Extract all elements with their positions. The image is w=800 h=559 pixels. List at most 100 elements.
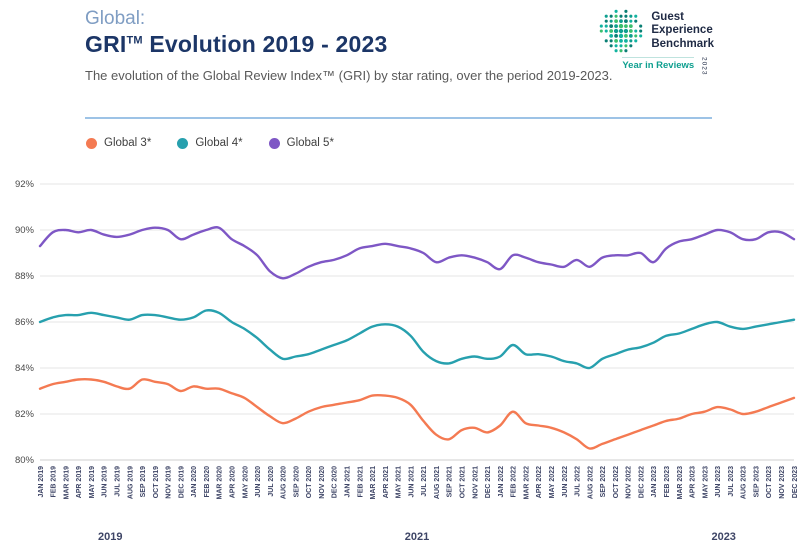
title-trademark: TM [126,34,143,47]
page-subtitle: The evolution of the Global Review Index… [85,68,613,83]
gri-evolution-line-chart: 92% 90% 88% 86% 84% 82% 80%JAN 2019 FEB 2019 MAR… [15,179,799,543]
logo-line-guest: Guest [651,11,684,24]
logo-dot [619,19,624,24]
x-tick-label: JUN 2019 [102,466,109,498]
logo-line-benchmark: Benchmark [651,37,714,50]
year-label: 2019 [98,531,122,543]
x-tick-label: JUL 2019 [115,466,122,497]
x-tick-label: DEC 2020 [332,466,339,498]
x-tick-label: SEP 2022 [600,466,607,498]
series-line-global-4- [38,309,796,370]
logo-dot [634,29,638,33]
logo-dot [629,39,633,43]
logo-dot [609,39,614,43]
x-tick-label: MAY 2022 [549,466,556,498]
x-tick-label: FEB 2023 [664,466,671,498]
logo-dot [619,44,623,48]
year-label: 2021 [405,531,429,543]
x-tick-label: APR 2023 [690,466,697,498]
logo-dot [639,34,643,38]
x-tick-label: MAR 2021 [370,466,377,500]
x-tick-label: MAY 2023 [702,466,709,498]
year-label: 2023 [711,531,735,543]
x-tick-label: JUN 2021 [408,466,415,498]
x-tick-label: MAY 2019 [89,466,96,498]
y-tick-label: 84% [15,363,35,374]
logo-dot [624,24,629,28]
logo-dot [609,24,614,28]
legend-item-global-5: Global 5* [268,137,334,149]
x-tick-label: FEB 2021 [357,466,364,498]
logo-dot [619,23,624,29]
logo-year: 2023 [700,57,708,76]
header-divider [85,117,712,119]
logo-top-row: Guest Experience Benchmark [596,6,714,56]
x-tick-label: MAR 2023 [677,466,684,500]
x-tick-label: NOV 2019 [166,466,173,499]
x-tick-label: NOV 2023 [779,466,786,499]
x-tick-label: DEC 2021 [485,466,492,498]
logo-dot [634,14,638,18]
logo-dot [629,44,633,48]
x-tick-label: JUN 2022 [562,466,569,498]
logo-dot [600,29,604,33]
logo-dot [619,28,624,34]
logo-dot [609,19,614,23]
x-tick-label: APR 2022 [536,466,543,498]
dotted-globe-icon [600,9,643,53]
x-tick-label: JUN 2020 [255,466,262,498]
x-tick-label: AUG 2019 [127,466,134,499]
series-line-global-3- [38,378,796,450]
x-tick-label: MAR 2019 [63,466,70,500]
logo-wordmark: Guest Experience Benchmark [651,11,714,51]
logo-dot [605,24,609,28]
logo-dot [634,39,638,43]
x-tick-label: MAY 2020 [242,466,249,498]
x-tick-label: JUL 2021 [421,466,428,497]
x-tick-label: DEC 2023 [792,466,799,498]
x-tick-label: JAN 2019 [38,466,45,498]
logo-dot [600,24,604,28]
x-tick-label: AUG 2023 [741,466,748,499]
logo-dot [609,34,614,38]
logo-dot [624,34,629,38]
x-tick-label: AUG 2022 [587,466,594,499]
logo-dot [629,34,634,38]
x-tick-label: NOV 2021 [472,466,479,499]
logo-dot [634,19,638,23]
x-tick-label: JAN 2021 [345,466,352,498]
x-tick-label: APR 2020 [230,466,237,498]
y-tick-label: 86% [15,317,35,328]
logo-dot [614,9,618,13]
logo-dot [629,19,633,23]
x-tick-label: SEP 2023 [754,466,761,498]
logo-dot [639,29,643,33]
x-tick-label: JUL 2023 [728,466,735,497]
chart-area: 92% 90% 88% 86% 84% 82% 80% JAN 2019 FEB 2019 MAR… [0,168,800,554]
x-tick-label: DEC 2019 [178,466,185,498]
legend-label-global-4: Global 4* [195,137,243,149]
x-tick-label: OCT 2021 [460,466,467,498]
logo-dot [609,29,614,33]
logo-dot [614,49,618,53]
logo-dot [629,29,634,33]
x-tick-label: MAY 2021 [396,466,403,498]
logo-dot [639,24,643,28]
x-tick-label: SEP 2020 [293,466,300,498]
logo-dot [614,19,619,24]
logo-dot [624,28,629,34]
y-tick-label: 90% [15,225,35,236]
logo-dot [605,19,609,23]
x-tick-label: MAR 2022 [523,466,530,500]
y-tick-label: 82% [15,409,35,420]
x-tick-label: FEB 2019 [51,466,58,498]
y-tick-label: 92% [15,179,35,190]
title-rest: Evolution 2019 - 2023 [142,31,388,57]
x-tick-label: OCT 2020 [306,466,313,498]
legend-dot-global-5 [268,137,280,149]
x-tick-label: SEP 2021 [447,466,454,498]
logo-dot [619,49,623,53]
x-tick-label: FEB 2020 [204,466,211,498]
page-pretitle: Global: [85,8,146,29]
